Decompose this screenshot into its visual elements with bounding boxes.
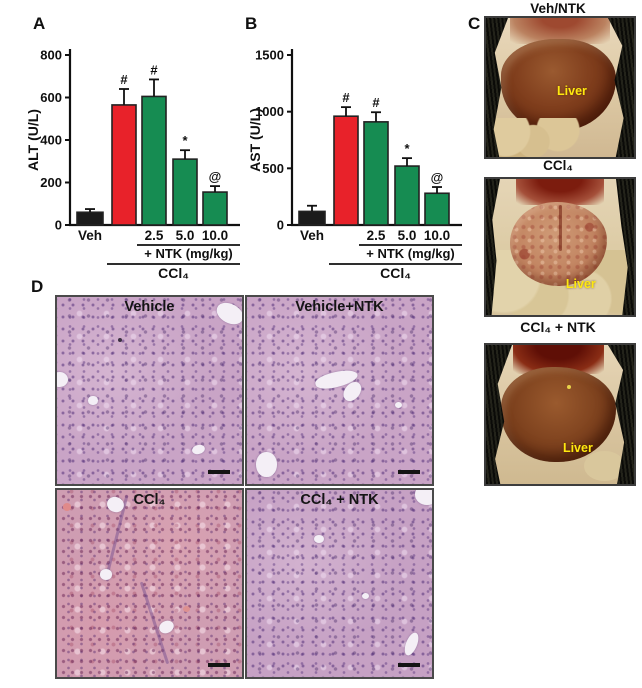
y-tick-label: 1000 [255, 104, 284, 119]
histo-ccl4: CCl₄ [55, 488, 244, 679]
bar-2 [141, 95, 167, 226]
y-axis-title: ALT (U/L) [25, 109, 41, 171]
photo-ccl4: Liver [484, 177, 636, 317]
x-tick-label: 5.0 [176, 228, 195, 243]
vessel-blob [88, 396, 98, 405]
y-tick-label: 0 [55, 218, 62, 233]
histo-label: CCl₄ + NTK [300, 492, 379, 508]
x-tick-label: 10.0 [424, 228, 450, 243]
photo-title-ccl4: CCl₄ [543, 158, 573, 173]
vessel-blob [256, 452, 277, 477]
vessel-blob [99, 568, 113, 580]
y-tick-label: 500 [262, 161, 284, 176]
he-stain-tissue [247, 297, 432, 484]
bar-1 [111, 104, 137, 226]
liver-organ [500, 38, 617, 131]
bar-4 [424, 192, 450, 226]
bar-1 [333, 115, 359, 226]
photo-title-veh-ntk: Veh/NTK [530, 1, 586, 16]
panel-c-label: C [468, 14, 481, 33]
sig-marker: @ [431, 170, 444, 185]
y-axis-title: AST (U/L) [247, 108, 263, 172]
sig-marker: * [182, 133, 188, 148]
intestines [488, 118, 581, 157]
photo-veh-ntk: Liver [484, 16, 636, 159]
liver-annotation: Liver [562, 441, 593, 456]
photo-ccl4-ntk: Liver [484, 343, 636, 486]
bar-2 [363, 121, 389, 226]
bar-3 [172, 158, 198, 226]
scale-bar [398, 663, 420, 667]
scale-bar [398, 470, 420, 474]
y-tick-label: 0 [277, 218, 284, 233]
vessel-blob [395, 401, 403, 409]
thorax-organs [515, 179, 605, 205]
he-stain-tissue [57, 297, 242, 484]
y-tick-label: 1500 [255, 48, 284, 63]
gallbladder-speck [567, 385, 572, 390]
x-tick-label: 5.0 [398, 228, 417, 243]
scale-bar [208, 663, 230, 667]
sig-marker: # [372, 95, 380, 110]
histo-label: Vehicle+NTK [295, 299, 384, 315]
x-tick-label: Veh [300, 228, 324, 243]
histo-vehicle-ntk: Vehicle+NTK [245, 295, 434, 486]
bar-0 [76, 211, 104, 226]
liver-fissure [558, 204, 562, 252]
sig-marker: # [120, 72, 128, 87]
group-label: CCl₄ [158, 265, 189, 281]
histo-vehicle: Vehicle [55, 295, 244, 486]
group-label: + NTK (mg/kg) [366, 246, 454, 261]
histo-ccl4-ntk: CCl₄ + NTK [245, 488, 434, 679]
he-stain-tissue [247, 490, 432, 677]
histo-label: CCl₄ [133, 492, 166, 508]
liver-annotation: Liver [565, 277, 596, 292]
intestines [583, 450, 626, 482]
bar-3 [394, 165, 420, 226]
liver-annotation: Liver [557, 83, 587, 98]
he-stain-tissue-damaged [57, 490, 242, 677]
liver-organ-pale [509, 202, 608, 287]
panel-d-label: D [31, 277, 44, 296]
red-blood-spot [62, 503, 71, 511]
x-tick-label: 10.0 [202, 228, 228, 243]
vessel-blob [415, 490, 432, 505]
sig-marker: * [404, 141, 410, 156]
scale-bar [208, 470, 230, 474]
group-label: + NTK (mg/kg) [144, 246, 232, 261]
histo-label: Vehicle [124, 299, 175, 315]
panel-a-label: A [33, 14, 46, 33]
debris-speck [118, 338, 123, 343]
bar-0 [298, 210, 326, 226]
y-tick-label: 800 [40, 48, 62, 63]
x-tick-label: 2.5 [145, 228, 164, 243]
ast-bar-chart: 0 500 1000 1500 AST (U/L) # # * @ Veh 2.5 5.0 10.0 + … [247, 48, 462, 281]
y-tick-label: 600 [40, 90, 62, 105]
x-tick-label: 2.5 [367, 228, 386, 243]
x-tick-label: Veh [78, 228, 102, 243]
panel-b-label: B [245, 14, 258, 33]
group-label: CCl₄ [380, 265, 411, 281]
vessel-blob [361, 592, 370, 600]
sig-marker: # [342, 90, 350, 105]
red-blood-spot [182, 605, 191, 613]
y-tick-label: 200 [40, 175, 62, 190]
sig-marker: # [150, 62, 158, 77]
vessel-blob [57, 371, 69, 387]
alt-bar-chart: 0 200 400 600 800 ALT (U/L) # # * @ Veh 2.5 5.0 10.0 +… [25, 48, 240, 281]
sig-marker: @ [209, 169, 222, 184]
liver-organ [500, 367, 617, 462]
vessel-blob [313, 534, 324, 544]
photo-title-ccl4-ntk: CCl₄ + NTK [520, 319, 596, 335]
bar-4 [202, 191, 228, 226]
y-tick-label: 400 [40, 133, 62, 148]
